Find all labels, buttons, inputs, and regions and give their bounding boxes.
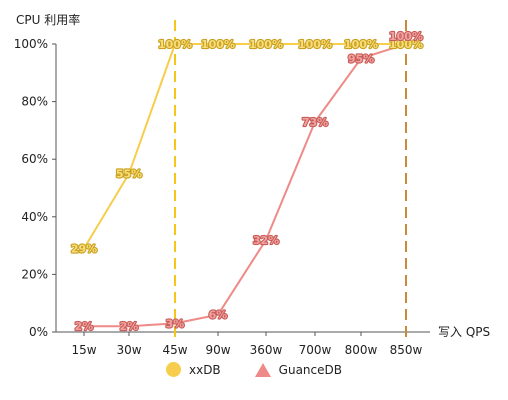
legend-item-guancedb[interactable]: GuanceDB <box>254 362 342 377</box>
cpu-utilization-chart: CPU 利用率 写入 QPS 0% 20% 40% 60% 80% 100% 15w 30w 4… <box>14 12 490 357</box>
y-tick-label: 20% <box>21 267 48 281</box>
y-tick-label: 80% <box>21 95 48 109</box>
data-label: 2% <box>75 320 94 333</box>
data-label: 100% <box>249 38 283 51</box>
series-xxdb <box>83 43 406 249</box>
x-tick-label: 800w <box>345 343 378 357</box>
x-tick-label: 360w <box>250 343 283 357</box>
data-label: 100% <box>389 30 423 43</box>
triangle-marker-icon <box>254 362 271 377</box>
data-label: 100% <box>201 38 235 51</box>
reference-lines <box>174 20 407 338</box>
y-axis-title: CPU 利用率 <box>16 12 80 27</box>
series-layer <box>83 43 407 328</box>
data-label: 100% <box>298 38 332 51</box>
x-tick-label: 90w <box>205 343 230 357</box>
data-label: 100% <box>389 38 423 51</box>
data-label: 100% <box>344 38 378 51</box>
data-labels: 29%55%100% 100% 100% 100% 100% 100%2% 2% 3%6%32… <box>70 29 424 334</box>
series-line <box>84 43 407 328</box>
data-label: 3% <box>166 317 185 330</box>
data-label: 6% <box>209 309 228 322</box>
x-tick-label: 850w <box>390 343 423 357</box>
y-tick-label: 0% <box>29 325 48 339</box>
x-tick-label: 30w <box>116 343 141 357</box>
legend-item-xxdb[interactable]: xxDB <box>165 362 221 377</box>
y-tick-label: 60% <box>21 152 48 166</box>
legend-label-xxdb: xxDB <box>188 362 221 377</box>
data-label: 32% <box>253 234 279 247</box>
series-guancedb <box>84 43 407 328</box>
series-line <box>83 43 406 249</box>
x-axis-title: 写入 QPS <box>438 325 490 339</box>
data-label: 100% <box>158 38 192 51</box>
data-label: 55% <box>116 168 142 181</box>
axes: 0% 20% 40% 60% 80% 100% 15w 30w 45w 90w 360w 700w 80… <box>14 37 430 357</box>
data-label: 29% <box>71 242 97 255</box>
y-tick-label: 100% <box>14 37 48 51</box>
x-tick-label: 700w <box>299 343 332 357</box>
x-tick-label: 45w <box>162 343 187 357</box>
data-label: 73% <box>302 116 328 129</box>
legend: xxDB GuanceDB <box>0 362 508 377</box>
circle-marker-icon <box>165 362 181 377</box>
legend-label-guancedb: GuanceDB <box>278 362 342 377</box>
data-label: 2% <box>120 320 139 333</box>
data-label: 95% <box>348 52 374 65</box>
x-tick-label: 15w <box>71 343 96 357</box>
y-tick-label: 40% <box>21 210 48 224</box>
